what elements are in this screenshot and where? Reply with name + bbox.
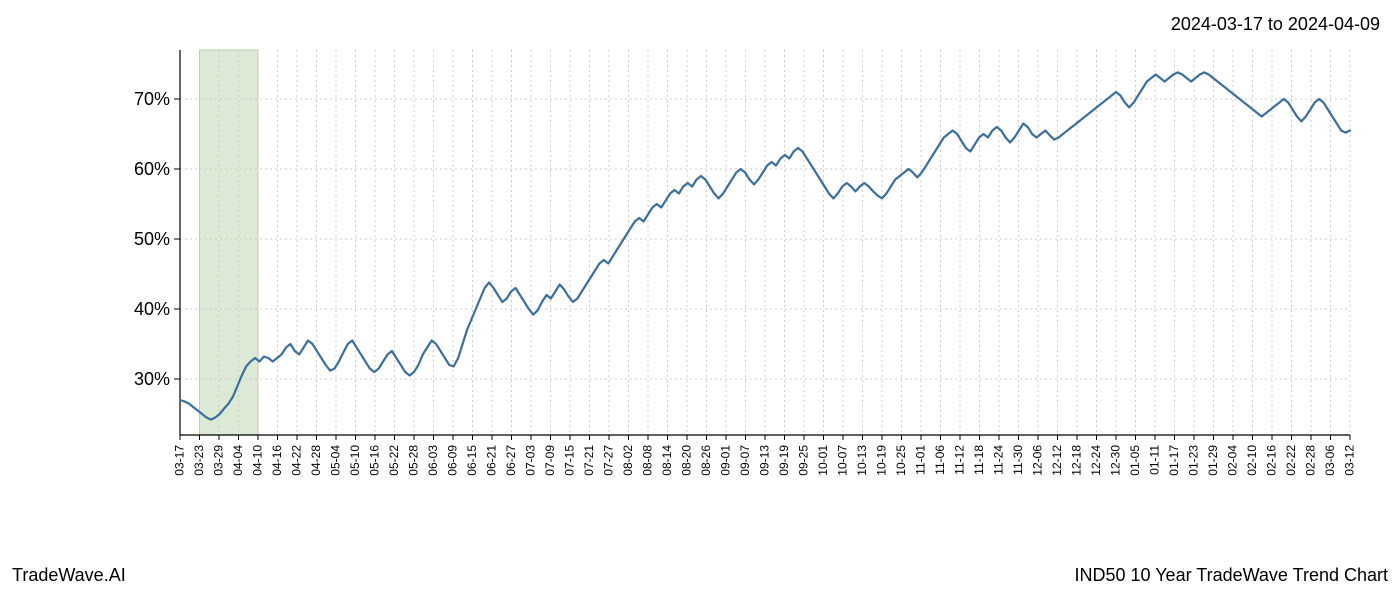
x-tick-label: 01-17 [1167, 445, 1181, 476]
x-tick-label: 04-04 [231, 445, 245, 476]
x-tick-label: 02-28 [1304, 445, 1318, 476]
x-tick-label: 06-27 [504, 445, 518, 476]
x-tick-label: 12-12 [1050, 445, 1064, 476]
x-tick-label: 04-28 [309, 445, 323, 476]
x-tick-label: 02-04 [1226, 445, 1240, 476]
date-range-label: 2024-03-17 to 2024-04-09 [1171, 14, 1380, 35]
x-tick-label: 02-10 [1245, 445, 1259, 476]
x-tick-label: 07-09 [543, 445, 557, 476]
x-tick-label: 09-19 [777, 445, 791, 476]
x-tick-label: 01-11 [1148, 445, 1162, 475]
x-tick-label: 03-06 [1323, 445, 1337, 476]
x-tick-label: 08-20 [680, 445, 694, 476]
x-tick-label: 12-24 [1089, 445, 1103, 476]
x-tick-label: 08-08 [641, 445, 655, 476]
x-tick-label: 10-19 [875, 445, 889, 476]
x-tick-label: 03-12 [1343, 445, 1357, 476]
x-tick-label: 01-23 [1187, 445, 1201, 476]
x-tick-label: 10-01 [816, 445, 830, 476]
trend-chart: 30% 40% 50% 60% 70% 03-17 03-23 03-29 04-04 04-10… [120, 40, 1360, 500]
x-tick-label: 11-18 [972, 445, 986, 475]
x-tick-label: 05-28 [407, 445, 421, 476]
x-tick-label: 11-12 [953, 445, 967, 475]
x-tick-label: 12-30 [1109, 445, 1123, 476]
x-tick-label: 05-16 [368, 445, 382, 476]
y-tick-label: 70% [134, 89, 170, 109]
y-tick-label: 60% [134, 159, 170, 179]
x-tick-label: 01-29 [1206, 445, 1220, 476]
x-tick-label: 07-21 [582, 445, 596, 476]
x-tick-label: 12-18 [1070, 445, 1084, 476]
y-tick-label: 30% [134, 369, 170, 389]
highlight-band [200, 50, 259, 435]
x-tick-label: 02-16 [1265, 445, 1279, 476]
x-tick-label: 09-07 [738, 445, 752, 476]
x-tick-label: 10-07 [836, 445, 850, 476]
x-tick-label: 06-03 [426, 445, 440, 476]
x-tick-label: 07-03 [524, 445, 538, 476]
x-tick-label: 07-27 [602, 445, 616, 476]
x-tick-label: 06-21 [485, 445, 499, 476]
x-tick-label: 10-25 [894, 445, 908, 476]
chart-title: IND50 10 Year TradeWave Trend Chart [1074, 565, 1388, 586]
x-tick-label: 11-30 [1011, 445, 1025, 475]
x-tick-label: 08-26 [699, 445, 713, 476]
chart-svg: 30% 40% 50% 60% 70% 03-17 03-23 03-29 04-04 04-10… [120, 40, 1360, 500]
x-tick-label: 06-09 [446, 445, 460, 476]
x-tick-label: 05-04 [329, 445, 343, 476]
y-tick-label: 40% [134, 299, 170, 319]
x-tick-label: 05-10 [348, 445, 362, 476]
x-tick-label: 06-15 [465, 445, 479, 476]
x-tick-label: 01-05 [1128, 445, 1142, 476]
x-tick-label: 04-22 [290, 445, 304, 476]
x-tick-label: 04-10 [251, 445, 265, 476]
x-tick-label: 07-15 [563, 445, 577, 476]
x-tick-label: 11-01 [914, 445, 928, 475]
x-tick-label: 08-14 [660, 445, 674, 476]
x-tick-label: 03-17 [173, 445, 187, 476]
x-tick-label: 09-13 [758, 445, 772, 476]
x-tick-label: 03-29 [212, 445, 226, 476]
x-tick-label: 04-16 [270, 445, 284, 476]
brand-label: TradeWave.AI [12, 565, 126, 586]
x-tick-label: 12-06 [1031, 445, 1045, 476]
x-tick-label: 09-25 [797, 445, 811, 476]
x-tick-label: 03-23 [192, 445, 206, 476]
x-tick-label: 08-02 [621, 445, 635, 476]
x-tick-label: 02-22 [1284, 445, 1298, 476]
x-tick-label: 11-06 [933, 445, 947, 475]
x-tick-label: 11-24 [992, 445, 1006, 475]
y-tick-label: 50% [134, 229, 170, 249]
x-tick-label: 05-22 [387, 445, 401, 476]
x-tick-label: 09-01 [719, 445, 733, 476]
x-tick-label: 10-13 [855, 445, 869, 476]
